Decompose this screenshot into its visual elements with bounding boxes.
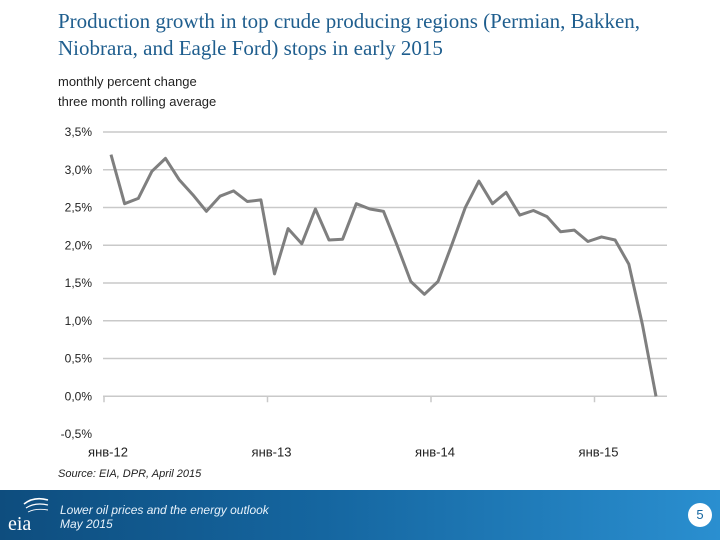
y-tick-label: 2,0% — [65, 238, 93, 252]
y-tick-label: 3,5% — [65, 125, 93, 139]
slide-title: Production growth in top crude producing… — [58, 9, 641, 60]
y-tick-label: 2,5% — [65, 201, 93, 215]
y-tick-label: 3,0% — [65, 163, 93, 177]
source-note: Source: EIA, DPR, April 2015 — [58, 468, 202, 480]
x-axis-ticks: янв-12 янв-13 янв-14 янв-15 — [88, 396, 618, 459]
y-tick-label: 0,5% — [65, 352, 93, 366]
x-tick-label: янв-15 — [579, 444, 619, 459]
footer-bar: eia Lower oil prices and the energy outl… — [0, 490, 720, 540]
y-axis-ticks: 3,5% 3,0% 2,5% 2,0% 1,5% 1,0% 0,5% 0,0% -0,5% — [61, 125, 93, 441]
series-line — [109, 154, 658, 397]
y-tick-label: -0,5% — [61, 427, 93, 441]
eia-logo-icon: eia — [8, 497, 49, 535]
footer-date: May 2015 — [60, 517, 113, 531]
y-tick-label: 0,0% — [65, 389, 93, 403]
gridlines — [103, 131, 667, 397]
logo-text: eia — [8, 513, 31, 535]
chart-subtitle-method: three month rolling average — [58, 94, 217, 109]
y-tick-label: 1,5% — [65, 276, 93, 290]
line-chart: 3,5% 3,0% 2,5% 2,0% 1,5% 1,0% 0,5% 0,0% -0,5% ян… — [61, 125, 667, 459]
chart-subtitle-units: monthly percent change — [58, 74, 197, 89]
page-number-badge: 5 — [688, 503, 712, 527]
x-tick-label: янв-12 — [88, 444, 128, 459]
footer-presentation-title: Lower oil prices and the energy outlook — [60, 503, 269, 517]
x-tick-label: янв-13 — [252, 444, 292, 459]
x-tick-label: янв-14 — [415, 444, 455, 459]
y-tick-label: 1,0% — [65, 314, 93, 328]
series-layer — [109, 154, 658, 397]
